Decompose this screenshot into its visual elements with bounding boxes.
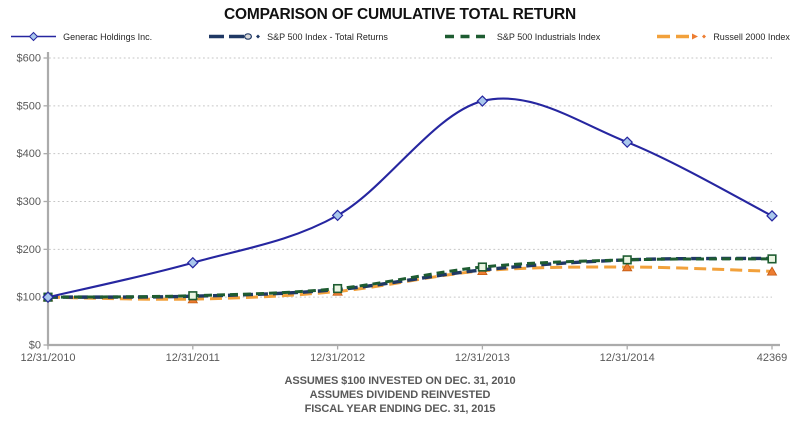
legend-item-russell: Russell 2000 Index <box>656 31 790 42</box>
legend-label-generac: Generac Holdings Inc. <box>63 31 153 42</box>
marker-diamond <box>621 136 634 149</box>
legend-label-industrials: S&P 500 Industrials Index <box>496 31 601 42</box>
marker-triangle <box>766 266 778 276</box>
series-line-2 <box>47 257 773 299</box>
footnote-invested: ASSUMES $100 INVESTED ON DEC. 31, 2010 <box>284 375 516 387</box>
line-diamond-marker-icon <box>10 31 58 42</box>
dash-oval-marker-icon <box>208 31 262 42</box>
marker-square <box>332 283 343 294</box>
legend-label-sp500: S&P 500 Index - Total Returns <box>267 31 388 42</box>
marker-square <box>767 254 777 264</box>
marker-diamond <box>766 210 778 222</box>
y-tick-label: $0 <box>29 340 41 352</box>
marker-square <box>622 255 632 265</box>
green-dashes-icon <box>444 31 492 42</box>
legend-item-industrials: S&P 500 Industrials Index <box>444 31 600 42</box>
y-tick-label: $400 <box>17 148 41 160</box>
marker-diamond <box>331 209 344 222</box>
x-tick-label: 12/31/2011 <box>166 352 220 364</box>
legend-item-sp500: S&P 500 Index - Total Returns <box>208 31 388 42</box>
x-tick-label: 12/31/2014 <box>600 352 655 364</box>
marker-diamond <box>476 95 489 107</box>
legend-label-russell: Russell 2000 Index <box>713 31 790 42</box>
chart-title: COMPARISON OF CUMULATIVE TOTAL RETURN <box>224 6 576 23</box>
y-tick-label: $600 <box>17 53 41 65</box>
y-tick-label: $200 <box>17 244 41 256</box>
y-tick-label: $300 <box>17 196 41 208</box>
orange-dash-arrow-icon <box>656 31 708 42</box>
footnote-dividend: ASSUMES DIVIDEND REINVESTED <box>309 389 491 401</box>
x-tick-label: 42369 <box>757 352 788 364</box>
legend: Generac Holdings Inc. S&P 500 Index - To… <box>0 31 800 42</box>
marker-diamond <box>42 291 54 304</box>
y-tick-label: $500 <box>17 100 41 112</box>
x-tick-label: 12/31/2010 <box>20 352 75 364</box>
x-tick-label: 12/31/2012 <box>310 352 365 364</box>
marker-square <box>477 262 488 272</box>
x-tick-label: 12/31/2013 <box>455 352 510 364</box>
marker-triangle <box>621 262 633 272</box>
y-tick-label: $100 <box>17 292 41 304</box>
series-line-1 <box>47 256 773 299</box>
marker-square <box>188 291 198 301</box>
chart-footnotes: ASSUMES $100 INVESTED ON DEC. 31, 2010 A… <box>0 374 800 416</box>
legend-item-generac: Generac Holdings Inc. <box>10 31 152 42</box>
marker-diamond <box>186 256 199 269</box>
series-line-0 <box>47 97 773 299</box>
footnote-fiscal-year: FISCAL YEAR ENDING DEC. 31, 2015 <box>304 403 496 415</box>
